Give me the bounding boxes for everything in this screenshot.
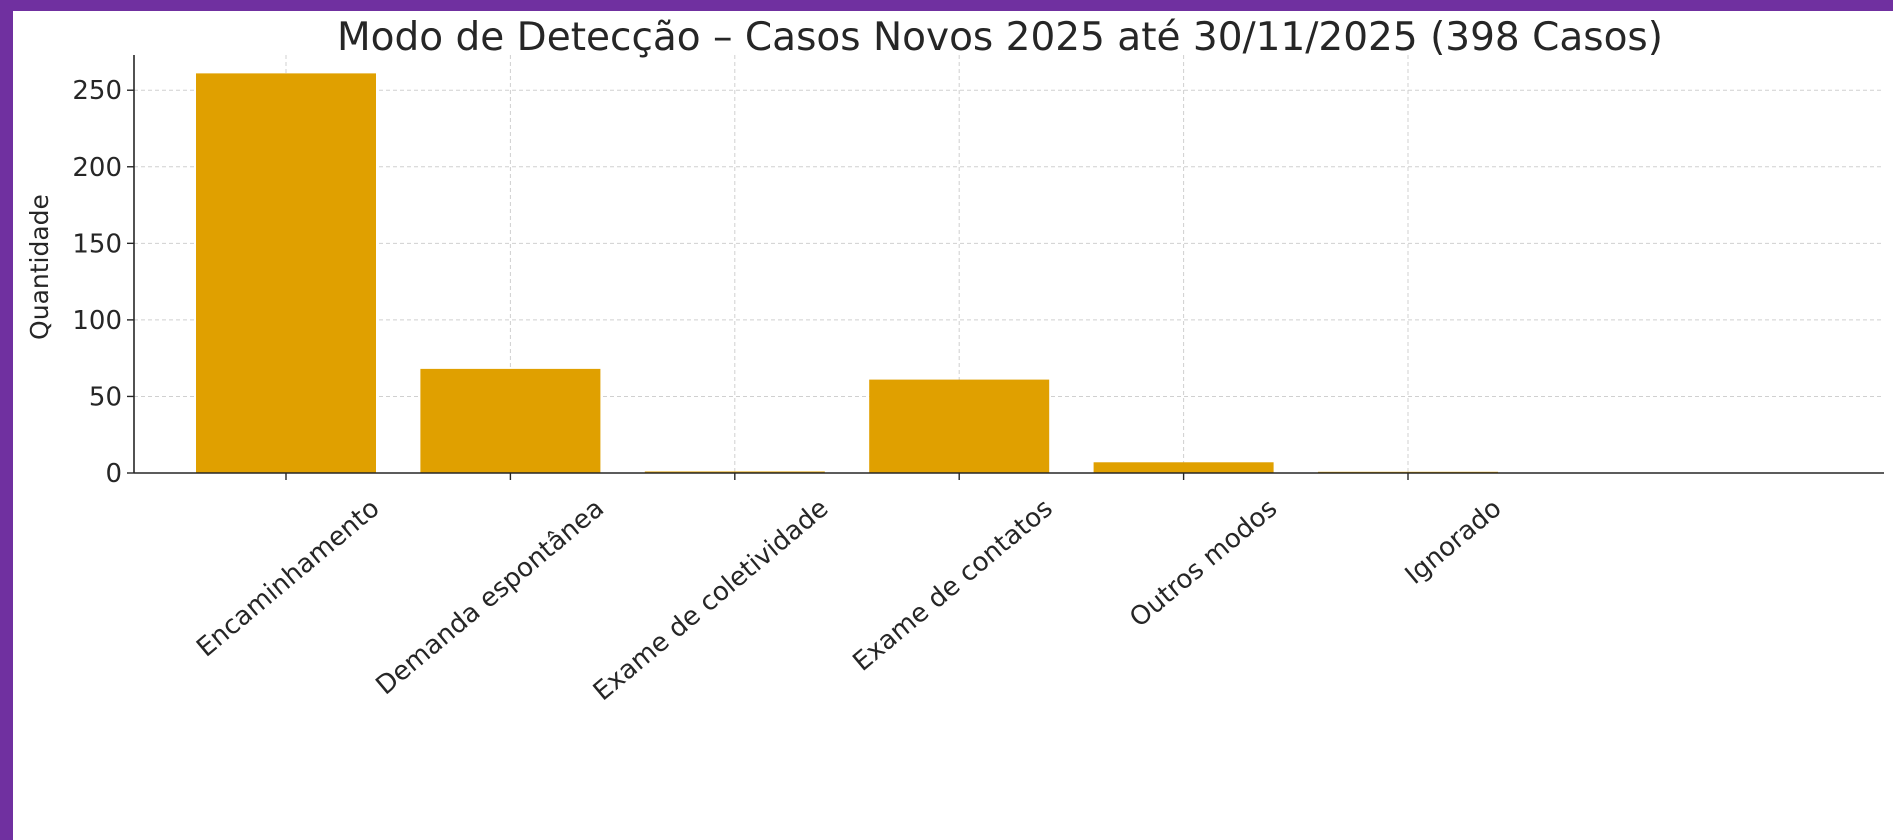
x-tick-label: Demanda espontânea [370, 493, 609, 701]
bars [196, 73, 1498, 473]
axes [127, 55, 1884, 480]
y-tick-label: 200 [72, 153, 122, 183]
x-tick-label: Exame de coletividade [588, 493, 834, 707]
y-tick-label: 50 [89, 382, 122, 412]
y-tick-label: 150 [72, 229, 122, 259]
bar [1093, 462, 1274, 473]
bar [420, 368, 601, 473]
y-tick-label: 0 [105, 459, 122, 489]
y-axis-label: Quantidade [25, 194, 54, 340]
y-tick-label: 250 [72, 76, 122, 106]
x-tick-label: Exame de contatos [847, 493, 1058, 677]
x-tick-label: Outros modos [1124, 493, 1283, 633]
y-tick-labels: 0 50 100 150 200 250 [72, 76, 122, 489]
y-tick-label: 100 [72, 306, 122, 336]
bar [196, 73, 376, 473]
x-tick-label: Ignorado [1400, 493, 1508, 590]
chart-title: Modo de Detecção – Casos Novos 2025 até … [337, 15, 1663, 60]
x-tick-label: Encaminhamento [191, 493, 385, 663]
bar [869, 379, 1050, 473]
